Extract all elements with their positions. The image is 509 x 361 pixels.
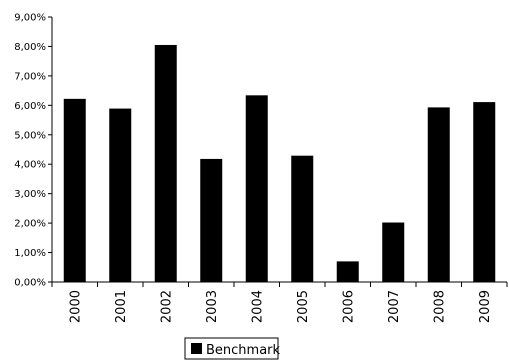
x-category-label: 2002 bbox=[159, 290, 174, 323]
bar-2006 bbox=[336, 261, 359, 282]
x-category-label: 2005 bbox=[296, 290, 311, 323]
x-category-label: 2006 bbox=[341, 290, 356, 323]
legend-swatch bbox=[191, 343, 202, 354]
bar-2004 bbox=[245, 95, 268, 282]
bar-2001 bbox=[109, 108, 132, 282]
legend-box bbox=[184, 337, 279, 360]
x-category-label: 2000 bbox=[68, 290, 83, 323]
y-tick-label: 5,00% bbox=[14, 130, 46, 141]
y-tick-label: 7,00% bbox=[14, 71, 46, 82]
y-tick-label: 2,00% bbox=[14, 219, 46, 230]
legend: Benchmark bbox=[184, 337, 281, 360]
y-tick-label: 1,00% bbox=[14, 248, 46, 259]
bars-group bbox=[63, 44, 496, 283]
x-category-label: 2004 bbox=[250, 290, 265, 323]
bar-2008 bbox=[427, 107, 450, 283]
x-category-label: 2008 bbox=[432, 290, 447, 323]
x-category-label: 2003 bbox=[205, 290, 220, 323]
legend-label-benchmark: Benchmark bbox=[206, 343, 281, 358]
bar-2002 bbox=[154, 44, 177, 282]
y-tick-label: 0,00% bbox=[14, 278, 46, 289]
y-tick-label: 3,00% bbox=[14, 189, 46, 200]
bar-2003 bbox=[200, 158, 223, 282]
x-category-label: 2007 bbox=[387, 290, 402, 323]
bar-2007 bbox=[382, 222, 405, 282]
x-axis-ticks: 2000 2001 2002 2003 2004 2005 2006 2007 2008 2009 bbox=[51, 282, 508, 323]
y-tick-label: 6,00% bbox=[14, 101, 46, 112]
y-axis-ticks: 0,00% 1,00% 2,00% 3,00% 4,00% 5,00% 6,00% 7,00%… bbox=[14, 13, 52, 289]
y-tick-label: 4,00% bbox=[14, 160, 46, 171]
bar-2000 bbox=[63, 98, 86, 282]
y-tick-label: 8,00% bbox=[14, 42, 46, 53]
bar-2005 bbox=[291, 155, 314, 282]
y-tick-label: 9,00% bbox=[14, 13, 46, 24]
bar-2009 bbox=[473, 102, 496, 282]
x-category-label: 2001 bbox=[114, 290, 129, 323]
x-category-label: 2009 bbox=[478, 290, 493, 323]
